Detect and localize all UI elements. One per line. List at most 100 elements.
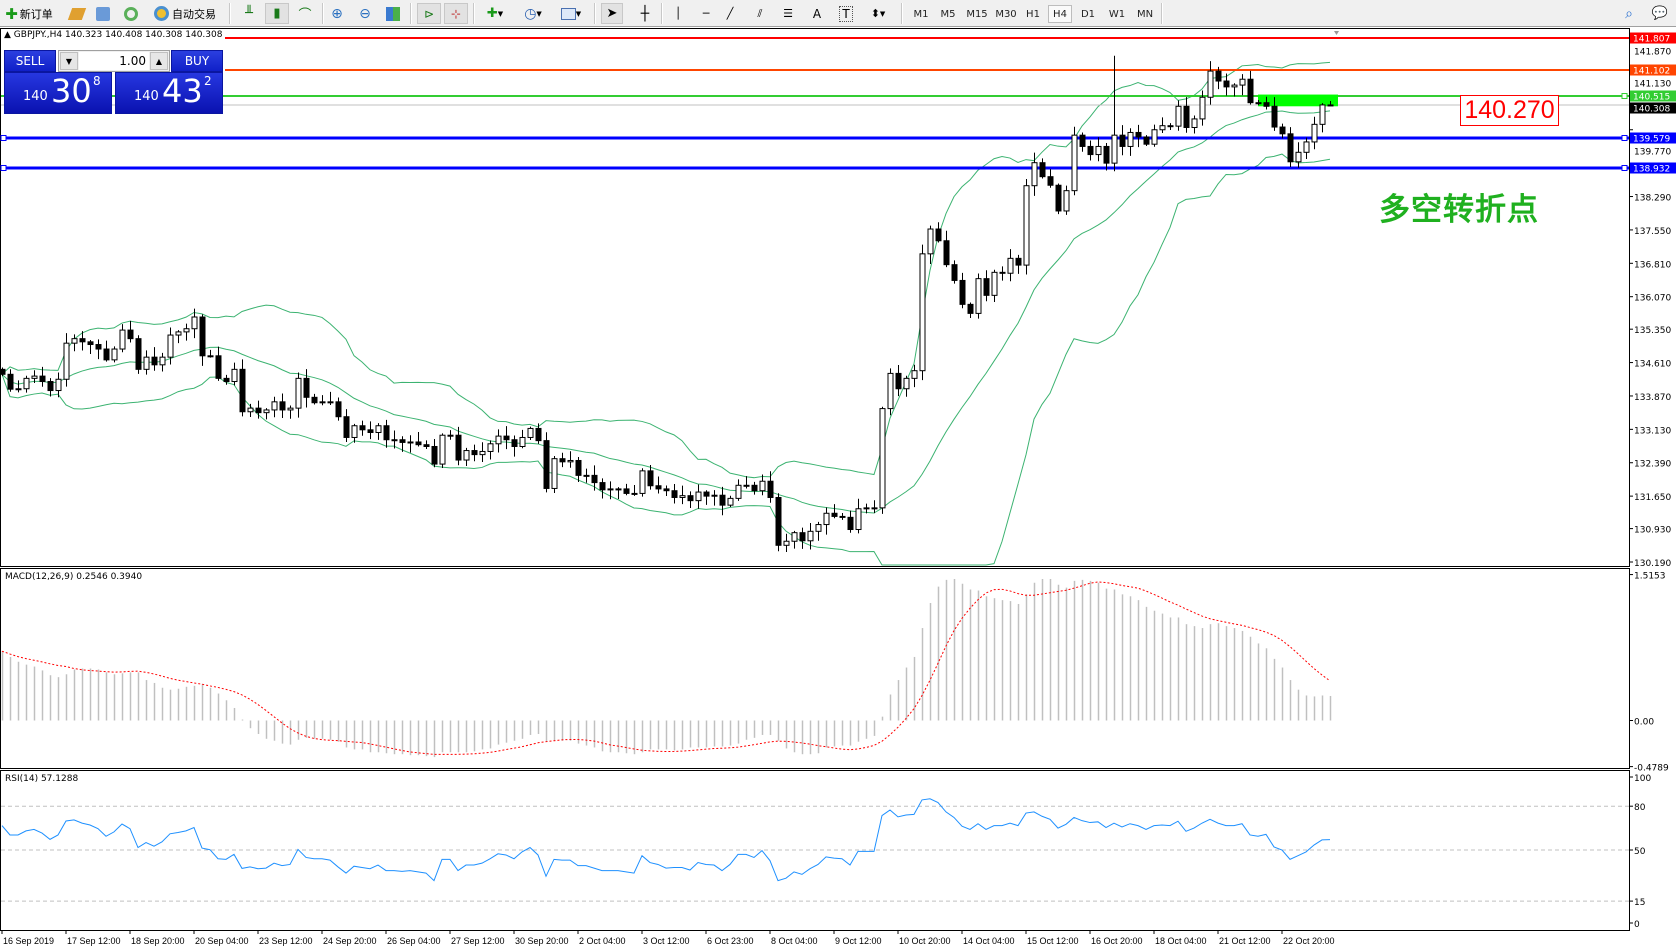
candle-bullish[interactable] [527,427,534,438]
candle-bearish[interactable] [839,515,846,518]
candle-bearish[interactable] [687,495,694,502]
candle-bullish[interactable] [1111,134,1118,164]
candle-bullish[interactable] [15,388,22,391]
candle-bullish[interactable] [823,512,830,526]
candle-bullish[interactable] [1095,145,1102,156]
candle-bearish[interactable] [431,445,438,465]
line-handle[interactable] [0,165,7,171]
candle-bullish[interactable] [631,492,638,495]
timeframe-m15[interactable]: M15 [966,8,988,20]
candle-bullish[interactable] [615,488,622,491]
candle-bullish[interactable] [1311,123,1318,143]
candle-bullish[interactable] [991,271,998,296]
candle-bullish[interactable] [143,356,150,370]
candle-bullish[interactable] [1071,134,1078,192]
candle-bullish[interactable] [815,524,822,532]
candle-bullish[interactable] [479,450,486,456]
candle-bearish[interactable] [1271,105,1278,128]
candle-bullish[interactable] [231,368,238,383]
candle-bullish[interactable] [1023,185,1030,266]
chat-button[interactable]: 💬 [1648,3,1672,24]
candle-bullish[interactable] [439,434,446,465]
line-handle[interactable] [1621,165,1628,171]
candle-bearish[interactable] [367,429,374,434]
label-tool[interactable]: T [835,3,857,24]
candle-bullish[interactable] [1319,104,1326,125]
periods-button[interactable]: ◷ ▼ [518,3,548,24]
candle-bearish[interactable] [775,496,782,546]
candle-bearish[interactable] [663,488,670,492]
candle-bullish[interactable] [71,338,78,344]
candle-bullish[interactable] [1159,125,1166,131]
candle-bearish[interactable] [623,488,630,494]
candle-bullish[interactable] [1007,257,1014,274]
lot-decrease-button[interactable]: ▼ [60,52,78,70]
candle-bearish[interactable] [599,482,606,491]
candle-bearish[interactable] [95,344,102,350]
candle-bearish[interactable] [1143,136,1150,145]
timeframe-h4[interactable]: H4 [1048,5,1072,23]
candle-bearish[interactable] [831,512,838,517]
horizontal-line-tool[interactable]: ─ [695,3,717,24]
candle-bearish[interactable] [575,459,582,476]
candle-bullish[interactable] [679,495,686,498]
candle-bearish[interactable] [255,407,262,414]
lot-size-input[interactable] [79,52,149,70]
candle-bearish[interactable] [1183,105,1190,128]
timeframe-w1[interactable]: W1 [1108,8,1126,20]
candle-bearish[interactable] [87,341,94,346]
navigator-button[interactable] [92,3,114,24]
candle-bearish[interactable] [703,491,710,497]
candle-bullish[interactable] [63,342,70,380]
candle-bearish[interactable] [719,494,726,506]
candle-bearish[interactable] [751,484,758,492]
auto-scroll-button[interactable]: ⊳ [417,3,441,24]
candle-bearish[interactable] [1087,145,1094,156]
candle-bullish[interactable] [783,540,790,546]
candle-bearish[interactable] [1287,133,1294,163]
candle-bullish[interactable] [1031,162,1038,187]
channel-tool[interactable]: ⫽ [749,3,771,24]
candle-bearish[interactable] [983,278,990,296]
timeframe-d1[interactable]: D1 [1080,8,1096,20]
candle-bullish[interactable] [55,378,62,392]
candle-bearish[interactable] [359,425,366,431]
candle-bearish[interactable] [1135,131,1142,138]
candle-bullish[interactable] [919,253,926,372]
line-chart-button[interactable]: ⌒ [294,3,316,24]
sell-button[interactable]: SELL [4,50,56,72]
candle-bearish[interactable] [647,470,654,487]
candle-bearish[interactable] [279,401,286,411]
candle-bullish[interactable] [1191,118,1198,128]
buy-price-button[interactable]: 140 43 2 [115,72,223,114]
candle-bullish[interactable] [551,458,558,489]
trendline-tool[interactable]: ╱ [719,3,741,24]
tile-windows-button[interactable] [382,3,404,24]
candle-bearish[interactable] [455,434,462,461]
candle-bearish[interactable] [415,441,422,446]
candle-bullish[interactable] [487,443,494,452]
candle-bullish[interactable] [23,377,30,390]
candle-bearish[interactable] [1055,184,1062,212]
text-tool[interactable]: A [806,3,828,24]
auto-trading-button[interactable]: 自动交易 [148,3,222,24]
candle-bearish[interactable] [47,381,54,392]
candle-bearish[interactable] [1167,125,1174,128]
indicators-button[interactable]: ✚ ▼ [480,3,510,24]
candle-bullish[interactable] [287,407,294,411]
candle-bearish[interactable] [1215,70,1222,82]
candle-bullish[interactable] [447,434,454,437]
candle-bullish[interactable] [1231,84,1238,88]
candle-bearish[interactable] [423,444,430,447]
line-handle[interactable] [1621,135,1628,141]
candle-bullish[interactable] [1239,78,1246,86]
candle-bullish[interactable] [375,425,382,434]
candle-bearish[interactable] [343,416,350,438]
candle-bullish[interactable] [159,356,166,366]
candle-bullish[interactable] [271,401,278,411]
candle-bearish[interactable] [799,532,806,542]
chart-shift-button[interactable]: ⊹ [444,3,468,24]
main-chart-panel[interactable] [0,28,1630,567]
lot-increase-button[interactable]: ▲ [150,52,168,70]
candle-bullish[interactable] [1207,70,1214,98]
